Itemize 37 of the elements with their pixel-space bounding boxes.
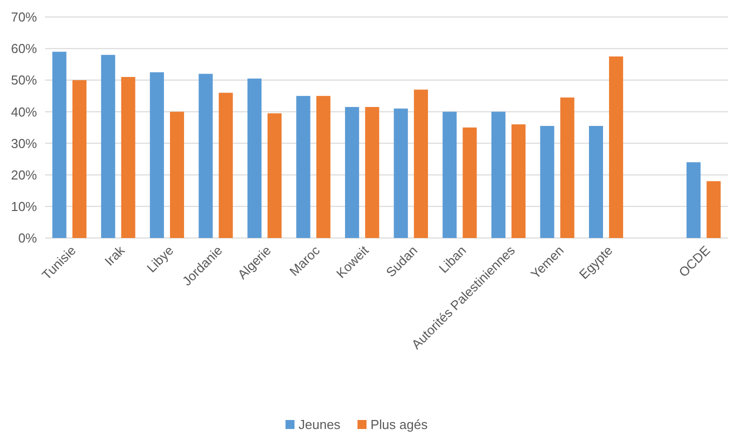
bar <box>609 56 624 238</box>
bar <box>540 126 554 238</box>
y-tick-label: 30% <box>10 136 38 151</box>
bar <box>316 96 330 238</box>
bar <box>52 52 66 238</box>
bar <box>560 98 574 238</box>
bar <box>511 124 526 238</box>
bar <box>170 112 184 238</box>
x-tick-label: Irak <box>102 242 128 269</box>
y-tick-label: 20% <box>10 167 38 182</box>
bar <box>442 112 457 238</box>
bar <box>268 113 282 238</box>
bar <box>72 80 86 238</box>
y-tick-label: 60% <box>10 41 38 56</box>
bar <box>150 72 164 238</box>
bar <box>345 106 360 238</box>
bar <box>296 96 310 238</box>
bar <box>365 106 380 238</box>
y-tick-label: 40% <box>10 104 38 120</box>
bar <box>462 128 477 238</box>
bar <box>247 78 262 238</box>
legend-label: Jeunes <box>298 417 341 432</box>
bar <box>706 181 721 238</box>
bar <box>218 92 233 238</box>
bar <box>121 76 136 238</box>
y-tick-label: 70% <box>10 10 38 25</box>
y-tick-label: 10% <box>10 198 38 214</box>
bar <box>414 90 428 238</box>
y-tick-label: 50% <box>10 72 38 88</box>
bar <box>491 112 506 238</box>
legend-label: Plus agés <box>370 417 428 432</box>
bar <box>588 126 604 238</box>
bar <box>101 54 116 238</box>
bar <box>686 162 701 238</box>
y-tick-label: 0% <box>18 230 38 246</box>
bar <box>394 108 408 238</box>
bar <box>198 74 213 238</box>
